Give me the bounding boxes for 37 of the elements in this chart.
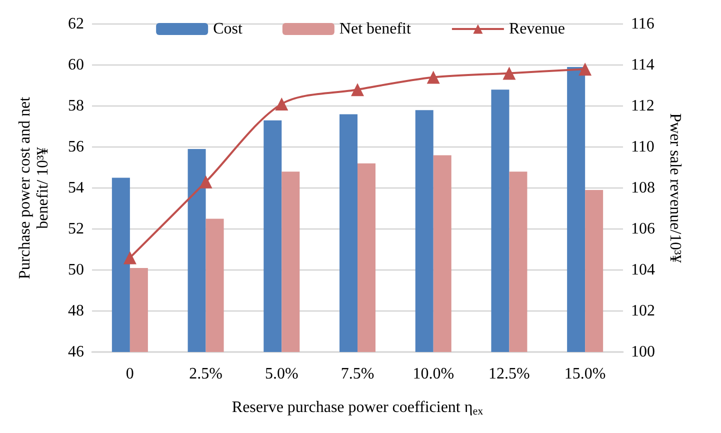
x-tick-label: 12.5% <box>488 366 530 382</box>
y2-tick-label: 100 <box>631 344 655 360</box>
y2-tick-label: 106 <box>631 220 655 238</box>
x-tick-label: 0 <box>126 366 134 382</box>
legend-label: Revenue <box>508 20 565 38</box>
point <box>351 83 364 96</box>
y2-tick-label: 114 <box>631 56 654 74</box>
y-axis-title: Purchase power cost and net benefit/ 10³¥ <box>16 96 52 280</box>
x-tick-label: 15.0% <box>564 366 606 382</box>
y2-tick-label: 104 <box>631 262 655 278</box>
y-tick-label: 48 <box>68 302 84 320</box>
x-tick-label: 10.0% <box>412 366 454 382</box>
y2-tick-label: 112 <box>631 98 654 114</box>
y2-tick-label: 102 <box>631 302 655 320</box>
y2-tick-label: 110 <box>631 138 654 156</box>
y2-tick-label: 116 <box>631 16 654 32</box>
point <box>502 66 516 80</box>
y-tick-label: 54 <box>68 180 84 196</box>
legend-label: Net benefit <box>339 20 412 38</box>
point <box>426 70 440 84</box>
y-tick-label: 50 <box>68 262 84 278</box>
point <box>578 62 592 76</box>
y-tick-label: 52 <box>68 220 84 238</box>
y2-axis-title: Pwer sale revenue/10³¥ <box>666 113 684 263</box>
point <box>123 251 136 264</box>
x-tick-label: 7.5% <box>340 366 374 382</box>
y-tick-label: 58 <box>68 98 84 114</box>
y-tick-label: 56 <box>68 138 84 156</box>
y-tick-label: 60 <box>68 56 84 74</box>
x-tick-label: 5.0% <box>264 366 298 382</box>
y2-tick-label: 108 <box>631 180 655 196</box>
point <box>199 175 212 188</box>
x-tick-label: 2.5% <box>189 366 222 382</box>
y-tick-label: 62 <box>68 16 84 32</box>
legend-label: Cost <box>213 20 243 38</box>
y-tick-label: 46 <box>68 344 84 360</box>
point <box>275 97 288 110</box>
